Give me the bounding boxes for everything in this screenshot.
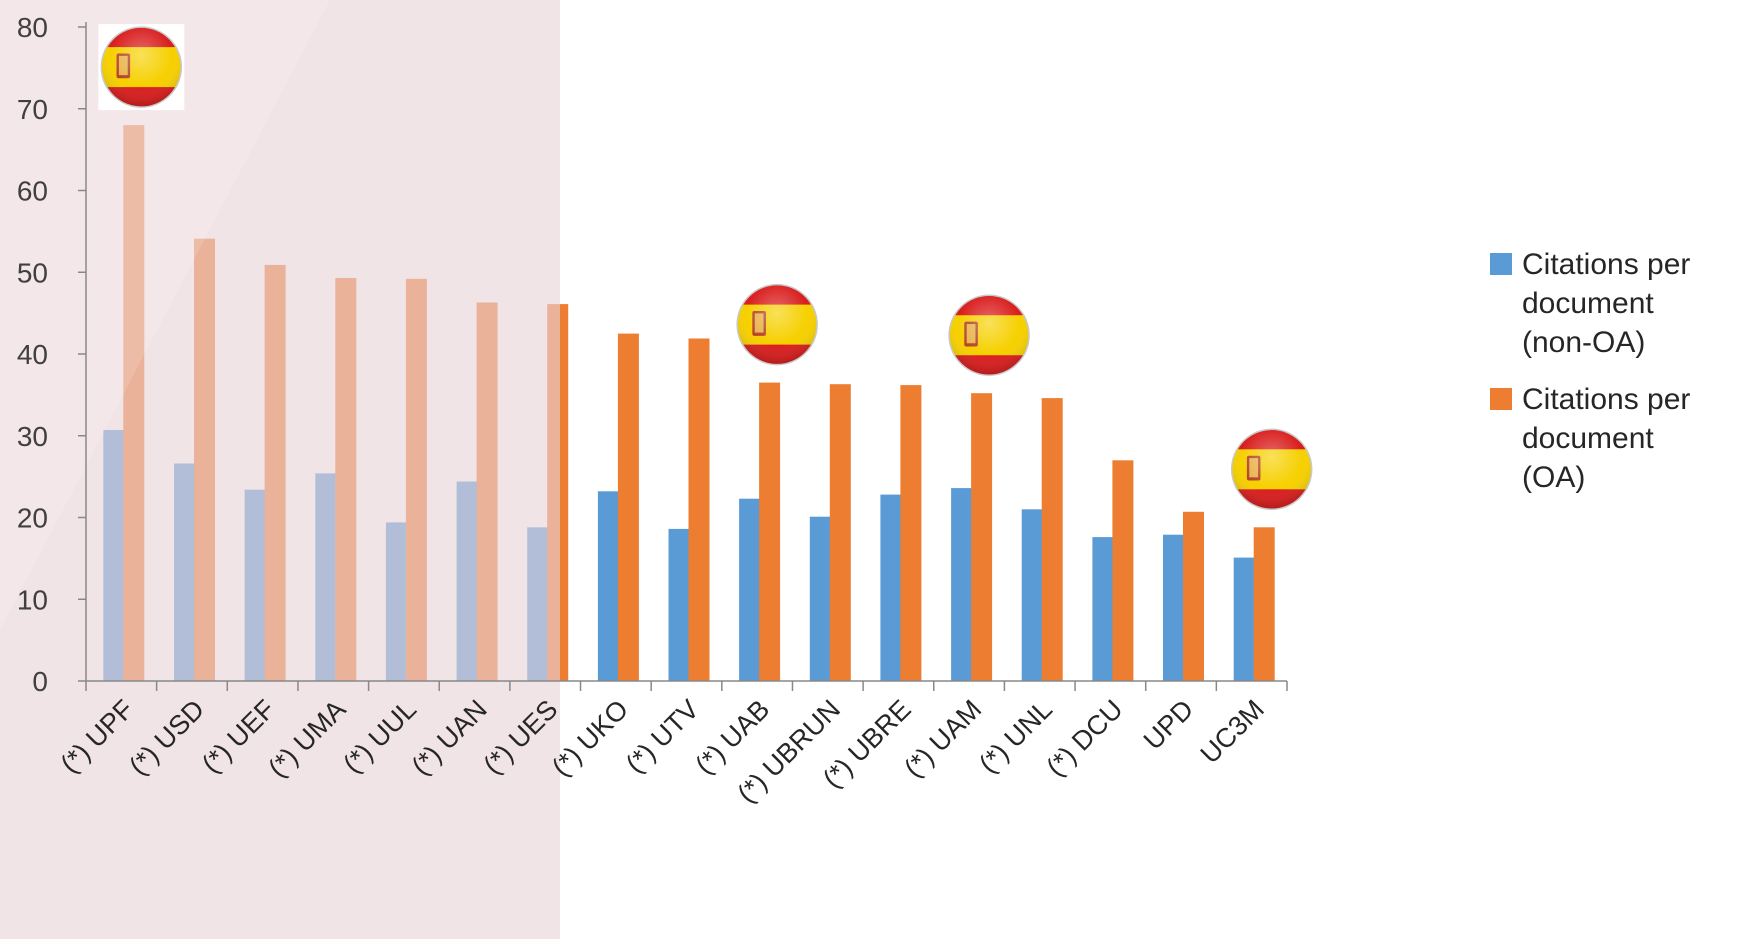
x-tick-label: UPD	[1138, 694, 1200, 756]
flag-rim	[736, 283, 818, 366]
y-tick-label: 80	[17, 12, 48, 43]
flag-disc	[949, 295, 1030, 376]
x-tick-label: (*) DCU	[1041, 694, 1129, 782]
bar-oa	[1183, 511, 1204, 681]
flag-disc	[101, 27, 182, 108]
legend-line: Citations per	[1522, 248, 1691, 281]
spain-flag-icon	[734, 281, 821, 368]
flag-disc	[1231, 429, 1312, 510]
legend-item-oa: Citations per document (OA)	[1490, 380, 1740, 497]
spain-flag-icon	[1228, 426, 1315, 513]
bar-non-oa	[1163, 534, 1184, 681]
bar-non-oa	[1021, 509, 1043, 681]
legend-item-non-oa: Citations per document (non-OA)	[1490, 245, 1740, 362]
x-tick-label: (*) UAM	[898, 694, 987, 783]
legend-line: (non-OA)	[1522, 326, 1646, 359]
bar-oa	[688, 338, 710, 681]
y-tick-label: 40	[17, 339, 48, 370]
y-tick-label: 50	[17, 257, 48, 288]
flag-disc	[737, 284, 818, 365]
x-tick-label: UC3M	[1195, 694, 1270, 769]
legend-line: Citations per	[1522, 383, 1691, 416]
bar-non-oa	[809, 516, 831, 681]
flag-shine	[949, 295, 1030, 376]
bar-oa	[617, 333, 639, 681]
bar-oa	[900, 385, 922, 681]
bar-oa	[1041, 398, 1063, 681]
y-tick-label: 30	[17, 421, 48, 452]
legend-line: (OA)	[1522, 461, 1586, 494]
bar-oa	[1253, 527, 1275, 681]
spain-flag-icon	[98, 24, 185, 111]
flag-shine	[101, 27, 182, 108]
bar-oa	[759, 382, 781, 681]
y-tick-label: 60	[17, 176, 48, 207]
flag-rim	[100, 26, 183, 108]
flag-rim	[948, 294, 1030, 376]
bar-oa	[971, 393, 993, 681]
y-tick-label: 10	[17, 584, 48, 615]
flag-shine	[1231, 429, 1312, 510]
flag-markers	[98, 24, 1315, 513]
legend-line: document	[1522, 287, 1654, 320]
bar-non-oa	[880, 494, 902, 681]
overlay-panel	[0, 0, 560, 939]
x-tick-label: (*) UTV	[620, 694, 705, 779]
y-tick-label: 20	[17, 503, 48, 534]
bar-oa	[829, 384, 851, 681]
bar-oa	[1112, 460, 1134, 681]
legend-swatch-oa	[1490, 388, 1512, 410]
bar-non-oa	[1233, 557, 1255, 681]
legend-line: document	[1522, 422, 1654, 455]
bar-non-oa	[668, 528, 690, 681]
flag-shine	[737, 284, 818, 365]
legend-swatch-non-oa	[1490, 253, 1512, 275]
bar-non-oa	[739, 498, 761, 681]
bar-non-oa	[951, 488, 973, 681]
legend-label-non-oa: Citations per document (non-OA)	[1522, 245, 1690, 362]
flag-rim	[1230, 428, 1313, 511]
overlay-layer	[0, 0, 560, 939]
spain-flag-icon	[946, 292, 1033, 379]
bar-non-oa	[597, 491, 619, 681]
legend: Citations per document (non-OA) Citation…	[1490, 245, 1740, 515]
y-tick-label: 0	[32, 666, 48, 697]
legend-label-oa: Citations per document (OA)	[1522, 380, 1690, 497]
overlay-highlight	[0, 0, 330, 630]
y-tick-label: 70	[17, 94, 48, 125]
bar-non-oa	[1092, 537, 1114, 681]
